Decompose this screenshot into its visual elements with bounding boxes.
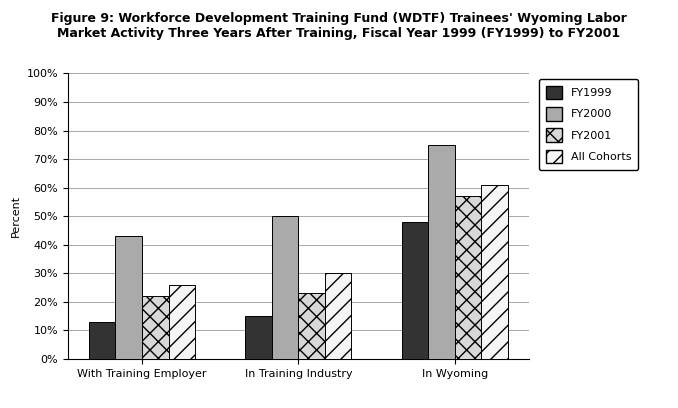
Y-axis label: Percent: Percent	[11, 195, 21, 237]
Bar	[428, 145, 455, 359]
Legend: FY1999, FY2000, FY2001, All Cohorts: FY1999, FY2000, FY2001, All Cohorts	[539, 79, 639, 170]
Bar	[89, 322, 115, 359]
Bar	[115, 236, 142, 359]
Bar	[142, 296, 169, 359]
Bar	[169, 285, 195, 359]
Bar	[245, 316, 272, 359]
Bar	[455, 196, 481, 359]
Bar	[481, 185, 508, 359]
Bar	[272, 216, 298, 359]
Bar	[401, 222, 428, 359]
Text: Figure 9: Workforce Development Training Fund (WDTF) Trainees' Wyoming Labor
Mar: Figure 9: Workforce Development Training…	[51, 12, 627, 40]
Bar	[325, 273, 351, 359]
Bar	[298, 293, 325, 359]
